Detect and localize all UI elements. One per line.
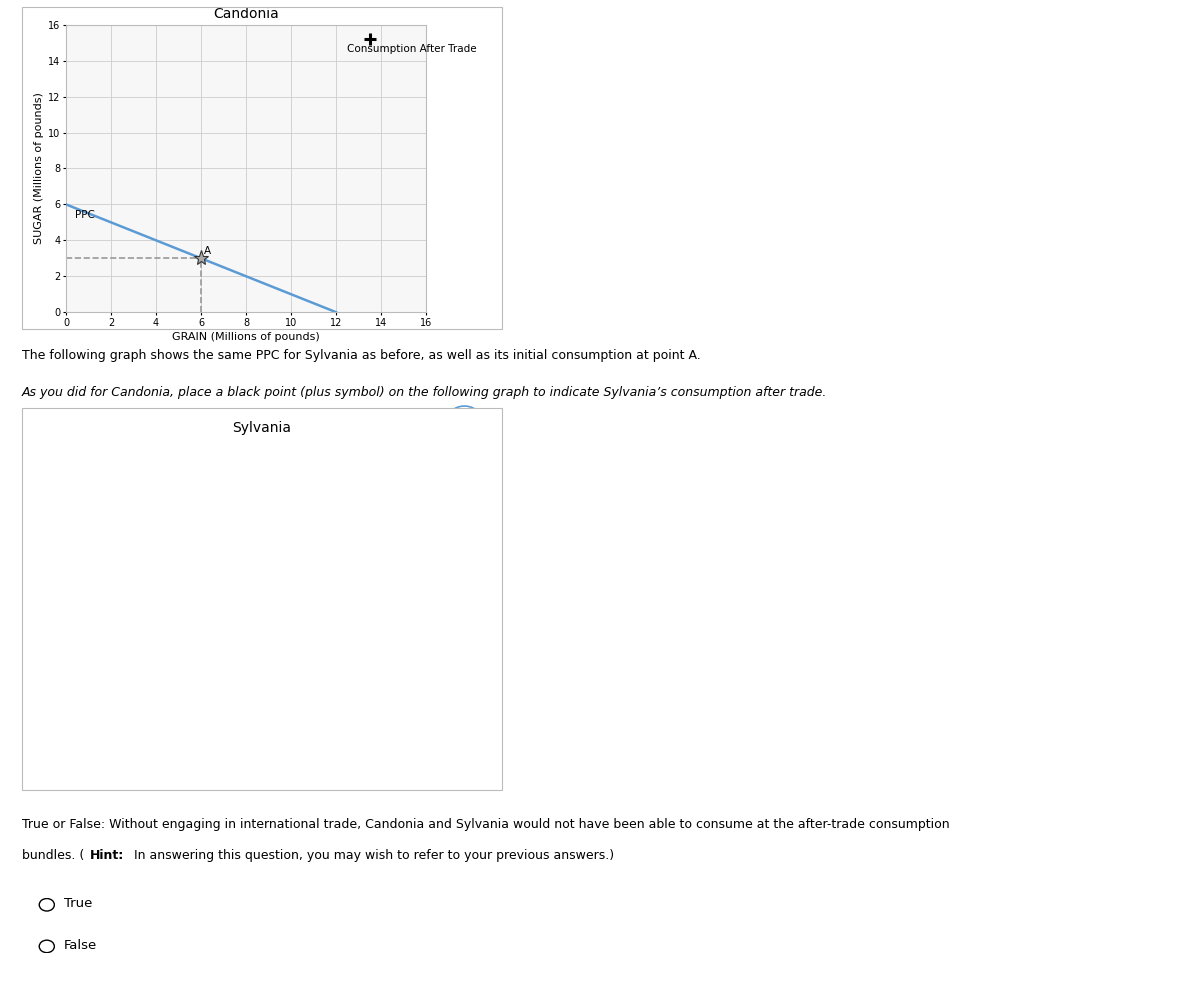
Circle shape xyxy=(450,406,479,424)
Text: A: A xyxy=(204,246,211,256)
Text: Consumption After Trade: Consumption After Trade xyxy=(347,467,476,477)
Text: Hint:: Hint: xyxy=(90,849,125,862)
Y-axis label: SUGAR (Millions of pounds): SUGAR (Millions of pounds) xyxy=(34,92,44,245)
X-axis label: GRAIN (Millions of pounds): GRAIN (Millions of pounds) xyxy=(172,768,320,778)
Text: ?: ? xyxy=(461,410,468,420)
Text: True: True xyxy=(64,897,92,911)
Text: Sylvania: Sylvania xyxy=(232,421,292,435)
Text: bundles. (: bundles. ( xyxy=(22,849,84,862)
Text: A: A xyxy=(204,679,211,689)
Text: In answering this question, you may wish to refer to your previous answers.): In answering this question, you may wish… xyxy=(130,849,613,862)
Text: PPC: PPC xyxy=(74,527,95,537)
Y-axis label: SUGAR (Millions of pounds): SUGAR (Millions of pounds) xyxy=(34,521,44,673)
Text: As you did for Candonia, place a black point (plus symbol) on the following grap: As you did for Candonia, place a black p… xyxy=(22,386,827,399)
Circle shape xyxy=(40,940,54,952)
Text: PPC: PPC xyxy=(74,210,95,220)
X-axis label: GRAIN (Millions of pounds): GRAIN (Millions of pounds) xyxy=(172,332,320,342)
Text: False: False xyxy=(64,938,97,952)
Text: Consumption After Trade: Consumption After Trade xyxy=(347,44,476,54)
Text: The following graph shows the same PPC for Sylvania as before, as well as its in: The following graph shows the same PPC f… xyxy=(22,349,701,362)
Circle shape xyxy=(40,899,54,911)
Title: Candonia: Candonia xyxy=(214,7,278,21)
Text: True or False: Without engaging in international trade, Candonia and Sylvania wo: True or False: Without engaging in inter… xyxy=(22,818,949,830)
